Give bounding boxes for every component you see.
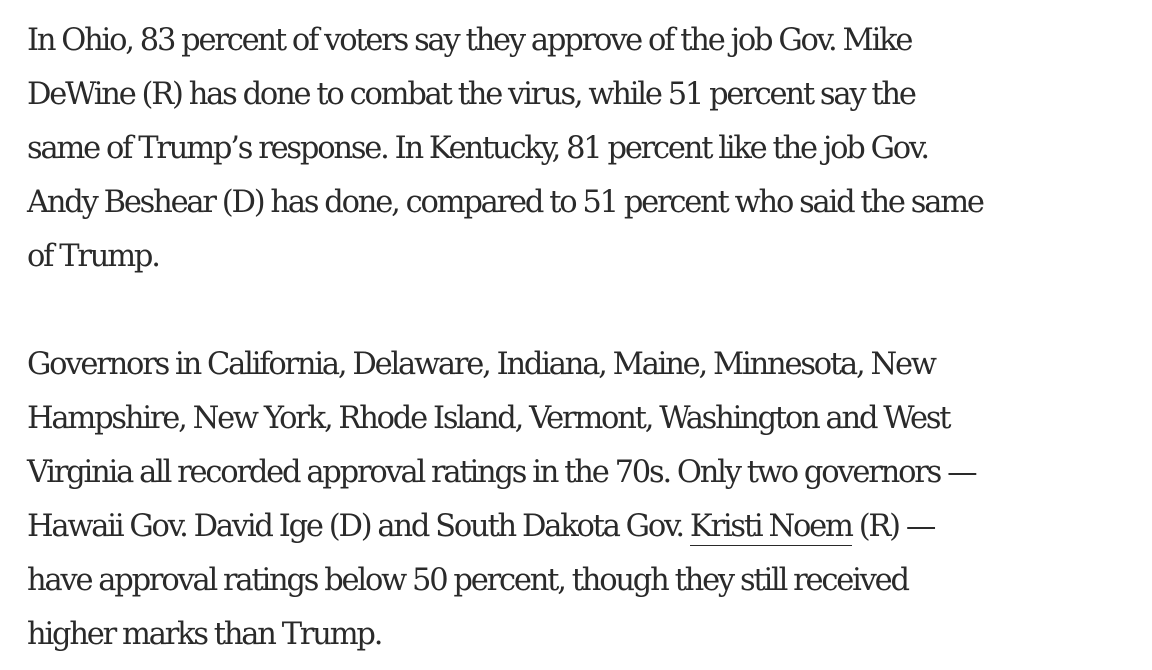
text-line: Governors in California, Delaware, India… (27, 347, 937, 382)
paragraph-ohio-kentucky: In Ohio, 83 percent of voters say they a… (27, 14, 1152, 284)
text-line-with-link: Hawaii Gov. David Ige (D) and South Dako… (27, 500, 1152, 554)
text-line: Hampshire, New York, Rhode Island, Vermo… (27, 401, 952, 436)
text-segment: Hawaii Gov. David Ige (D) and South Dako… (27, 509, 690, 544)
text-line: of Trump. (27, 239, 161, 274)
text-line: higher marks than Trump. (27, 617, 383, 652)
text-line: same of Trump’s response. In Kentucky, 8… (27, 131, 930, 166)
text-line: have approval ratings below 50 percent, … (27, 563, 910, 598)
text-line: Virginia all recorded approval ratings i… (27, 455, 978, 490)
text-line: Andy Beshear (D) has done, compared to 5… (27, 185, 985, 220)
text-segment: (R) — (851, 509, 937, 544)
text-line: DeWine (R) has done to combat the virus,… (27, 77, 917, 112)
paragraph-governors-approval: Governors in California, Delaware, India… (27, 338, 1152, 662)
text-line: In Ohio, 83 percent of voters say they a… (27, 23, 913, 58)
kristi-noem-link[interactable]: Kristi Noem (689, 509, 854, 546)
